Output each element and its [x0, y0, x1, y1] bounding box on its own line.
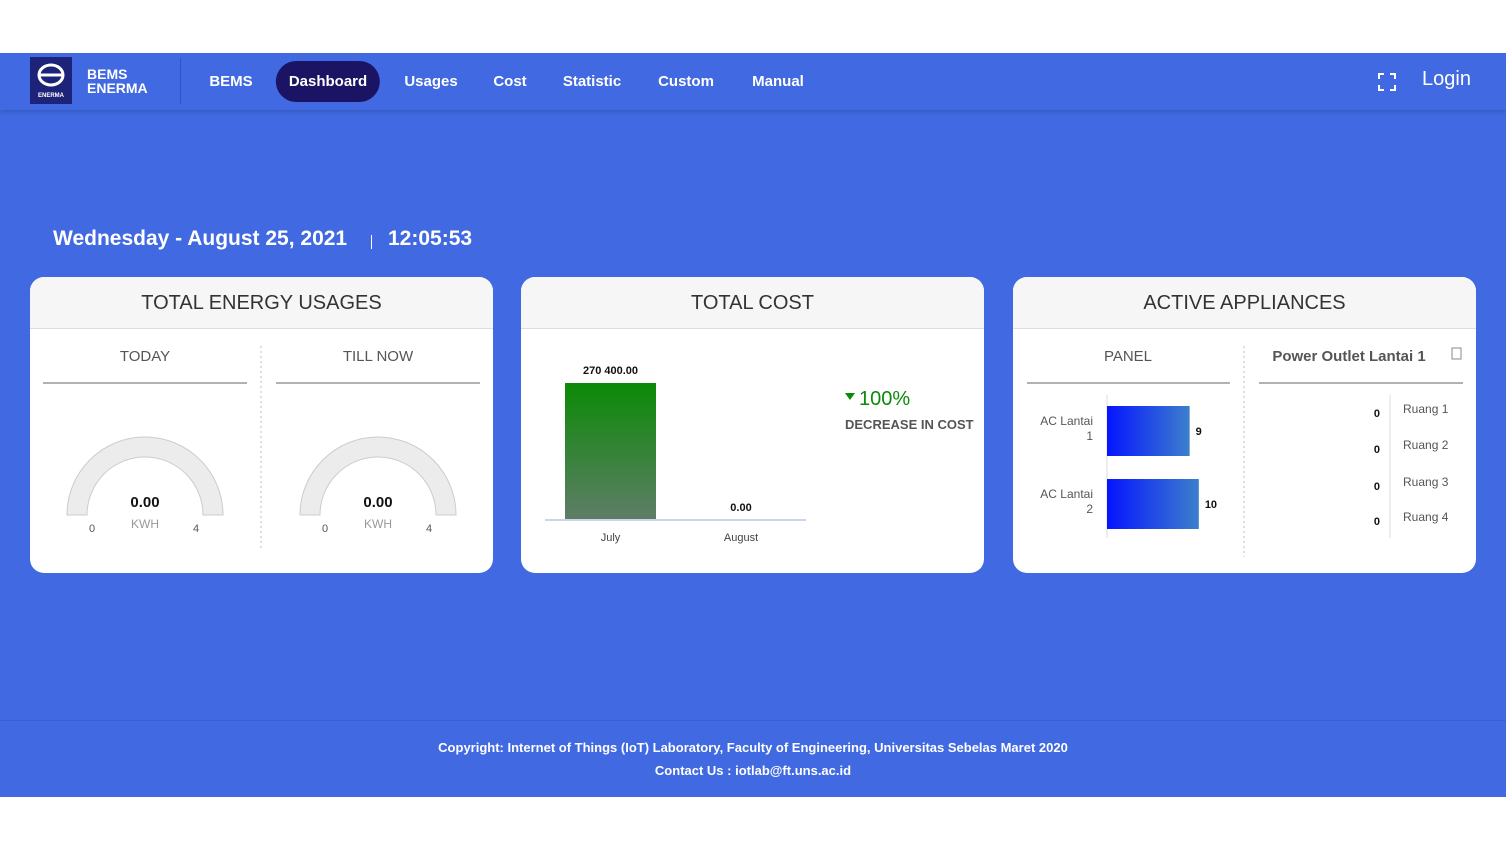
card-title: TOTAL COST	[521, 277, 984, 329]
gauge-min: 0	[89, 523, 95, 535]
navbar	[0, 53, 1506, 110]
category-label: Ruang 1	[1403, 402, 1449, 416]
nav-divider	[180, 58, 181, 104]
bar	[1107, 406, 1190, 456]
gauge-max: 4	[426, 523, 432, 535]
x-tick-label: July	[601, 532, 621, 544]
category-label: Ruang 4	[1403, 510, 1449, 524]
gauge-value-label: 0.00	[363, 494, 392, 511]
appliances-body: PANEL Power Outlet Lantai 1 9 10 0 Ruang 1 0 Ru…	[1027, 346, 1463, 557]
value-label: 10	[1205, 499, 1217, 511]
gauge-track	[66, 436, 224, 516]
energy-card: TOTAL ENERGY USAGES TODAY 0.00 KWH 0 4 TILL N…	[30, 277, 493, 573]
y-tick-label: AC Lantai 1	[1040, 414, 1093, 443]
copyright: Copyright: Internet of Things (IoT) Labo…	[438, 740, 1068, 755]
card-title: TOTAL ENERGY USAGES	[30, 277, 493, 329]
gauge-title: TILL NOW	[343, 348, 414, 365]
y-tick-label: AC Lantai 2	[1040, 487, 1093, 516]
section-title: PANEL	[1104, 348, 1152, 365]
category-label: Ruang 2	[1403, 438, 1449, 452]
nav-item[interactable]: Usages	[404, 73, 458, 90]
nav-item[interactable]: BEMS	[209, 73, 253, 90]
cost-card: TOTAL COST 270 400.00 July 0.00 August 100% D…	[521, 277, 984, 573]
value-label: 9	[1196, 426, 1202, 438]
gauge-max: 4	[193, 523, 199, 535]
login-link[interactable]: Login	[1422, 68, 1471, 90]
nav-item[interactable]: Dashboard	[275, 61, 381, 102]
cost-body: 270 400.00 July 0.00 August 100% DECREASE IN …	[545, 365, 974, 544]
change-label: DECREASE IN COST	[845, 417, 974, 432]
nav-item[interactable]: Manual	[752, 73, 804, 90]
logo-icon	[37, 63, 65, 87]
value-label: 270 400.00	[583, 365, 638, 377]
value-label: 0	[1374, 408, 1380, 420]
fullscreen-icon[interactable]	[1377, 72, 1397, 92]
gauge-unit: KWH	[364, 517, 392, 531]
gauge-track	[299, 436, 457, 516]
section-title: Power Outlet Lantai 1	[1272, 348, 1425, 365]
brand-line: ENERMA	[87, 80, 148, 96]
gauge-min: 0	[322, 523, 328, 535]
category-label: Ruang 3	[1403, 475, 1449, 489]
change: 100%	[859, 388, 910, 410]
bar	[1107, 479, 1199, 529]
value-label: 0	[1374, 516, 1380, 528]
card-title: ACTIVE APPLIANCES	[1013, 277, 1476, 329]
datetime-separator	[371, 235, 372, 249]
brand-line: BEMS	[87, 66, 128, 82]
gauge-unit: KWH	[131, 517, 159, 531]
appliances-card: ACTIVE APPLIANCES PANEL Power Outlet Lant…	[1013, 277, 1476, 573]
contact: Contact Us : iotlab@ft.uns.ac.id	[654, 763, 852, 778]
x-tick-label: August	[724, 532, 758, 544]
logo[interactable]: ENERMA	[30, 57, 72, 104]
gauge-title: TODAY	[120, 348, 170, 365]
menu-icon[interactable]	[1451, 347, 1462, 360]
bar	[565, 383, 656, 520]
nav-item[interactable]: Cost	[493, 73, 527, 90]
gauge-value-label: 0.00	[130, 494, 159, 511]
value-label: 0	[1374, 481, 1380, 493]
nav-item[interactable]: Custom	[658, 73, 714, 90]
time: 12:05:53	[388, 227, 473, 250]
value-label: 0.00	[730, 502, 751, 514]
down-arrow	[845, 393, 855, 400]
value-label: 0	[1374, 444, 1380, 456]
footer-divider	[0, 720, 1506, 721]
date: Wednesday - August 25, 2021	[53, 227, 348, 250]
nav-item[interactable]: Statistic	[562, 73, 622, 90]
logo-text: ENERMA	[37, 93, 64, 99]
energy-body: TODAY 0.00 KWH 0 4 TILL NOW 0.00 KWH 0 4	[43, 346, 480, 549]
